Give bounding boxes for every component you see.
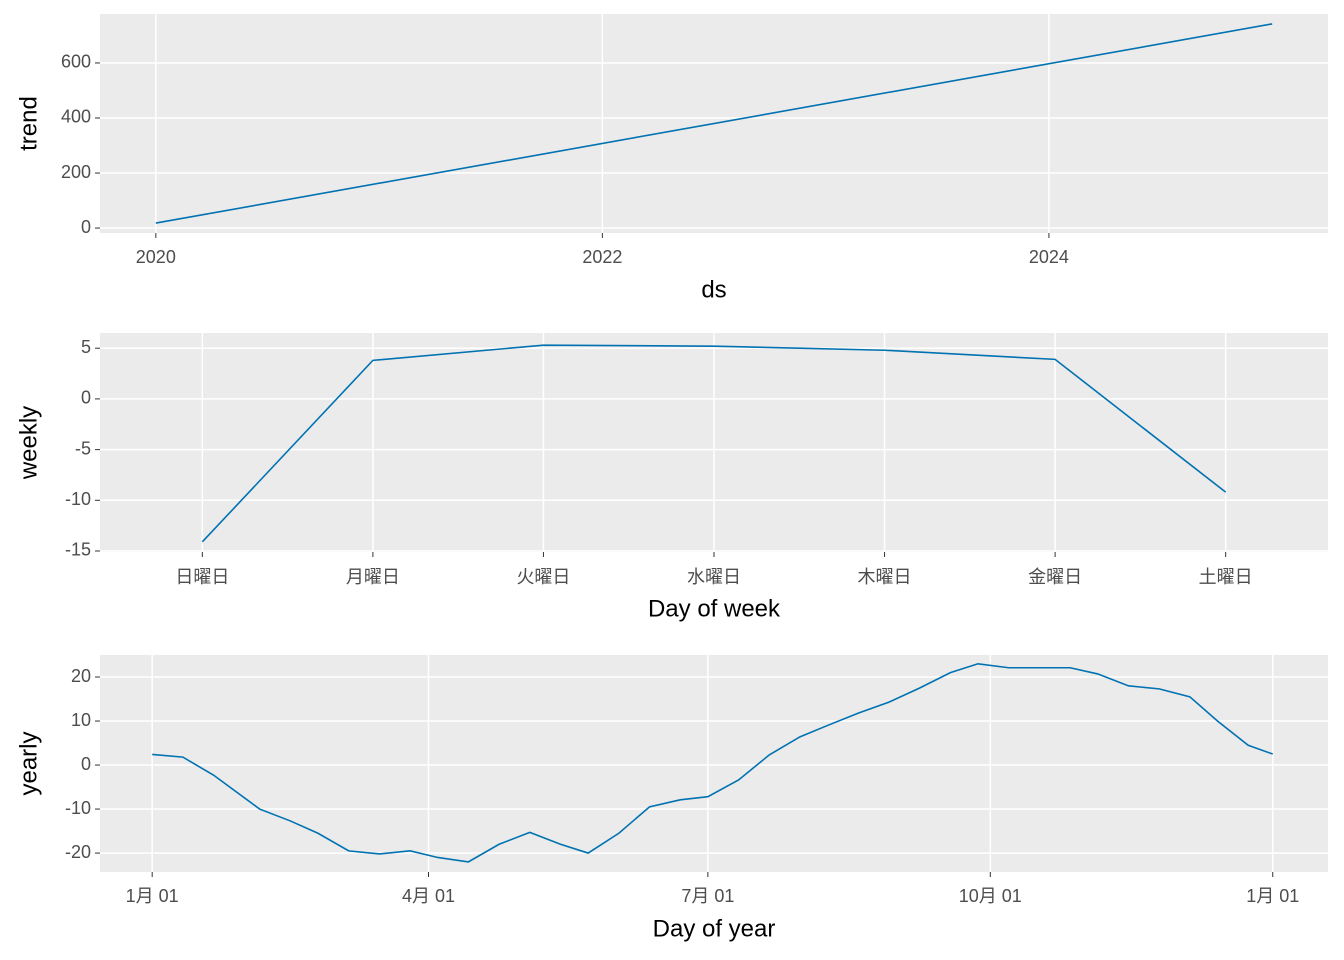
y-tick-label: 0	[81, 754, 91, 774]
x-tick-label: 金曜日	[1028, 567, 1082, 587]
y-axis-title: yearly	[15, 731, 42, 795]
x-tick-label: 2024	[1029, 247, 1069, 267]
x-tick-label: 7月 01	[681, 886, 734, 906]
x-tick-label: 10月 01	[959, 886, 1022, 906]
line-series	[201, 344, 1227, 543]
x-tick-label: 月曜日	[346, 567, 400, 587]
y-tick-label: 600	[61, 52, 91, 72]
y-tick-label: -20	[65, 842, 91, 862]
x-tick-label: 1月 01	[126, 886, 179, 906]
y-tick-label: 0	[81, 217, 91, 237]
y-tick-label: 10	[71, 710, 91, 730]
x-axis-title: ds	[701, 276, 726, 303]
y-tick-label: 0	[81, 388, 91, 408]
x-axis-title: Day of week	[648, 595, 781, 622]
x-tick-label: 水曜日	[687, 567, 741, 587]
y-axis-title: weekly	[15, 406, 42, 480]
x-tick-label: 2022	[582, 247, 622, 267]
y-tick-label: 400	[61, 107, 91, 127]
x-tick-label: 4月 01	[402, 886, 455, 906]
y-tick-label: -10	[65, 489, 91, 509]
y-tick-label: -10	[65, 798, 91, 818]
y-tick-label: 200	[61, 162, 91, 182]
plot-background	[100, 655, 1328, 872]
x-tick-label: 火曜日	[516, 567, 570, 587]
y-tick-label: 5	[81, 337, 91, 357]
y-axis-title: trend	[15, 96, 42, 151]
y-tick-label: -15	[65, 540, 91, 560]
line-series	[155, 23, 1273, 224]
x-tick-label: 木曜日	[858, 567, 912, 587]
x-tick-label: 1月 01	[1246, 886, 1299, 906]
x-tick-label: 土曜日	[1199, 567, 1253, 587]
y-tick-label: -5	[75, 438, 91, 458]
y-tick-label: 20	[71, 666, 91, 686]
x-axis-title: Day of year	[653, 915, 776, 942]
line-series	[152, 662, 1274, 863]
x-tick-label: 2020	[136, 247, 176, 267]
x-tick-label: 日曜日	[175, 567, 229, 587]
